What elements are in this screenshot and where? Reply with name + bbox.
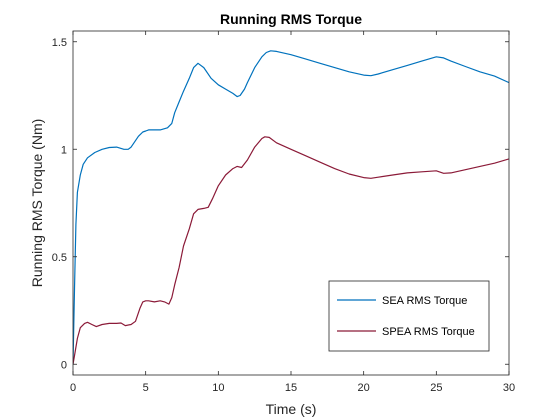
y-axis-label: Running RMS Torque (Nm) [29, 119, 45, 288]
y-axis: 0 0.5 1 1.5 [52, 37, 509, 371]
series-line-sea [73, 50, 509, 365]
y-tick-label: 1.5 [52, 37, 67, 49]
legend-box [328, 280, 490, 352]
x-tick-label: 25 [430, 382, 442, 394]
x-tick-label: 15 [285, 382, 297, 394]
legend: SEA RMS Torque SPEA RMS Torque [328, 280, 490, 352]
x-tick-label: 5 [143, 382, 149, 394]
y-tick-label: 0.5 [52, 252, 67, 264]
series-line-spea [73, 136, 509, 365]
legend-label-sea: SEA RMS Torque [382, 295, 467, 307]
x-tick-label: 0 [70, 382, 76, 394]
y-tick-label: 1 [61, 144, 67, 156]
x-tick-label: 30 [503, 382, 515, 394]
x-axis-label: Time (s) [266, 401, 317, 417]
x-axis: 0 5 10 15 20 25 30 [70, 31, 515, 394]
legend-label-spea: SPEA RMS Torque [382, 326, 475, 338]
series-layer [73, 50, 509, 365]
x-tick-label: 10 [212, 382, 224, 394]
x-tick-label: 20 [358, 382, 370, 394]
y-tick-label: 0 [61, 359, 67, 371]
chart-title: Running RMS Torque [220, 11, 362, 27]
